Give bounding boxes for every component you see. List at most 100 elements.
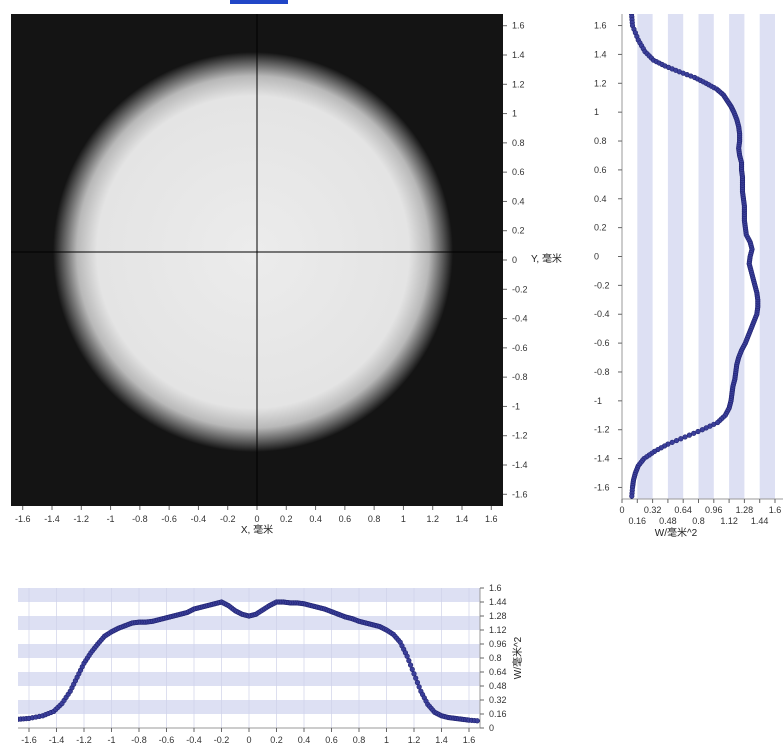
horizontal-profile-y-axis-label: W/毫米^2 [511,636,524,679]
vertical-profile-x-tick-label: 0.8 [692,516,705,526]
vertical-profile-point [682,434,688,440]
horizontal-profile-x-tick-label: 0.2 [270,735,283,745]
heatmap-x-tick-label: -0.2 [220,514,236,524]
horizontal-profile-x-tick-label: -0.2 [214,735,230,745]
vertical-profile-point [629,493,635,499]
horizontal-profile-y-tick-label: 1.28 [489,611,507,621]
horizontal-profile-x-tick-label: 0.4 [298,735,311,745]
horizontal-profile-point [413,675,419,681]
heatmap-x-tick-label: 1.6 [485,514,498,524]
vertical-profile-point [691,430,697,436]
horizontal-profile-point [474,718,480,724]
vertical-profile-y-tick-label: -0.2 [594,280,610,290]
heatmap-y-tick-label: -1.4 [512,460,528,470]
horizontal-profile-x-tick-label: -0.6 [159,735,175,745]
vertical-profile-series [628,14,761,499]
vertical-profile-point [695,428,701,435]
vertical-profile-y-tick-label: 1 [594,107,599,117]
horizontal-profile-x-tick-label: -1.6 [21,735,37,745]
title-accent [230,0,288,4]
horizontal-profile-y-axis-ticks: 1.6 1.44 1.28 1.12 0.96 0.8 0.64 0.48 0.32 0.16 0 [480,583,507,733]
horizontal-profile-y-tick-label: 0.48 [489,681,507,691]
heatmap-x-tick-label: 0.2 [280,514,293,524]
vertical-profile-y-tick-label: -1.2 [594,425,610,435]
horizontal-profile-x-axis-ticks: -1.6 -1.4 -1.2 -1 -0.8 -0.6 -0.4 -0.2 0 0.2 0.4 0.6… [21,728,475,745]
vertical-profile-y-tick-label: 0.6 [594,165,607,175]
vertical-profile-point [678,436,684,442]
vertical-profile-y-tick-label: -0.8 [594,367,610,377]
horizontal-profile-x-tick-label: -1.4 [49,735,65,745]
heatmap-x-tick-label: -1 [107,514,115,524]
heatmap-y-axis-ticks: 1.6 1.4 1.2 1 0.8 0.6 0.4 0.2 0 -0.2 -0.4 -0.6 -0.8 -… [503,21,528,499]
heatmap-x-tick-label: -0.8 [132,514,148,524]
horizontal-profile-x-tick-label: 1.6 [463,735,476,745]
heatmap-x-tick-label: -1.6 [15,514,31,524]
vertical-profile-x-tick-label: 1.44 [751,516,769,526]
heatmap-y-tick-label: 0.4 [512,196,525,206]
heatmap-x-tick-label: 1.4 [456,514,469,524]
vertical-profile-x-axis-label: W/毫米^2 [655,526,698,539]
horizontal-profile-x-tick-label: -0.4 [186,735,202,745]
vertical-profile-y-tick-label: -1.4 [594,454,610,464]
vertical-profile-stripe [698,14,714,499]
horizontal-profile-y-tick-label: 1.44 [489,597,507,607]
vertical-profile-y-tick-label: 0.4 [594,194,607,204]
heatmap-y-tick-label: 0.6 [512,167,525,177]
vertical-profile-stripe [759,14,775,499]
heatmap-y-tick-label: 1.4 [512,50,525,60]
horizontal-profile-x-tick-label: 1.4 [435,735,448,745]
vertical-profile-x-tick-label: 0.32 [644,505,662,515]
heatmap-x-tick-label: -1.4 [44,514,60,524]
vertical-profile-y-tick-label: 0.8 [594,136,607,146]
vertical-profile-point [686,432,693,438]
horizontal-profile-point [414,679,421,686]
heatmap-y-tick-label: 0 [512,255,517,265]
horizontal-profile-y-tick-label: 0.64 [489,667,507,677]
heatmap-x-tick-label: -0.6 [161,514,177,524]
vertical-profile-stripe [729,14,745,499]
vertical-profile-stripe [667,14,684,499]
vertical-profile-panel: 1.6 1.4 1.2 1 0.8 0.6 0.4 0.2 0 -0.2 -0.4 -0.6 -0.8 -… [594,14,783,539]
vertical-profile-y-tick-label: 0.2 [594,223,607,233]
vertical-profile-y-tick-label: 0 [594,252,599,262]
horizontal-profile-point [404,653,410,659]
horizontal-profile-y-tick-label: 0.16 [489,709,507,719]
vertical-profile-point [669,439,675,445]
heatmap-x-tick-label: 0.4 [309,514,322,524]
heatmap-y-tick-label: 0.2 [512,226,525,236]
vertical-profile-x-tick-label: 0.48 [659,516,677,526]
vertical-profile-point [673,437,680,444]
horizontal-profile-y-tick-label: 0 [489,723,494,733]
horizontal-profile-x-tick-label: 0.8 [353,735,366,745]
vertical-profile-x-tick-label: 1.6 [769,505,782,515]
heatmap-x-tick-label: 0.6 [339,514,352,524]
vertical-profile-y-tick-label: -0.4 [594,309,610,319]
vertical-profile-y-tick-label: -1.6 [594,482,610,492]
vertical-profile-y-tick-label: 1.4 [594,49,607,59]
vertical-profile-stripe [637,14,653,499]
horizontal-profile-y-tick-label: 0.8 [489,653,502,663]
horizontal-profile-x-tick-label: 1.2 [408,735,421,745]
vertical-profile-x-tick-label: 0.16 [629,516,647,526]
vertical-profile-point [699,427,705,433]
beam-image-panel: -1.6 -1.4 -1.2 -1 -0.8 -0.6 -0.4 -0.2 0 0.2 0.4 0.6… [11,14,562,536]
horizontal-profile-y-tick-label: 0.96 [489,639,507,649]
heatmap-y-tick-label: 0.8 [512,138,525,148]
heatmap-y-tick-label: 1.2 [512,79,525,89]
horizontal-profile-x-tick-label: 0.6 [325,735,338,745]
vertical-profile-x-tick-label: 1.28 [736,505,754,515]
heatmap-x-tick-label: 1.2 [426,514,439,524]
horizontal-profile-point [406,658,412,664]
vertical-profile-x-tick-label: 0.64 [674,505,692,515]
heatmap-x-tick-label: 1 [401,514,406,524]
horizontal-profile-point [407,662,414,668]
heatmap-y-tick-label: -1.2 [512,431,528,441]
horizontal-profile-panel: 1.61.441.281.120.960.80.640.480.320.160 … [18,583,524,745]
vertical-profile-x-axis-ticks: 0 0.32 0.64 0.96 1.28 1.6 0.16 0.48 0.8 1.12 1.44 [619,499,781,526]
heatmap-y-tick-label: -0.6 [512,343,528,353]
vertical-profile-y-tick-label: 1.2 [594,78,607,88]
vertical-profile-x-tick-label: 1.12 [720,516,738,526]
vertical-profile-y-axis-ticks: 1.6 1.4 1.2 1 0.8 0.6 0.4 0.2 0 -0.2 -0.4 -0.6 -0.8 -… [594,21,622,492]
heatmap-y-tick-label: -0.4 [512,314,528,324]
